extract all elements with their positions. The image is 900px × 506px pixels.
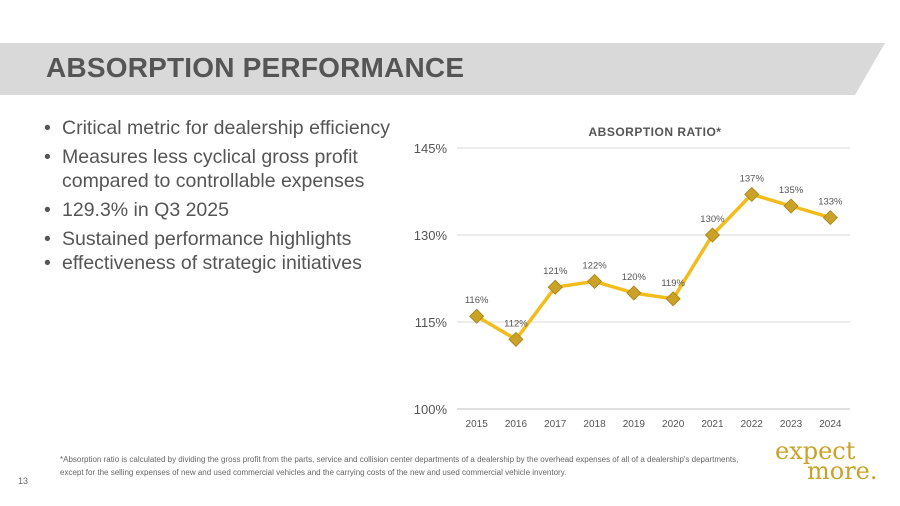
bullet-list: Critical metric for dealership efficienc… (44, 116, 394, 280)
x-tick-label: 2022 (741, 419, 764, 430)
data-point-marker (508, 331, 524, 347)
x-tick-label: 2020 (662, 419, 685, 430)
data-label: 116% (465, 295, 489, 306)
data-label: 137% (740, 173, 765, 184)
y-tick-label: 130% (414, 228, 448, 243)
brand-logo: expect more. (775, 439, 878, 485)
absorption-ratio-chart: 100% 115% 130% 145% 2015 2016 2017 2018 2019 2020… (414, 141, 850, 430)
bullet-item-continuation: effectiveness of strategic initiatives (44, 251, 394, 275)
y-tick-label: 100% (414, 402, 448, 417)
footnote: *Absorption ratio is calculated by divid… (60, 455, 739, 477)
data-point-marker (469, 308, 485, 324)
brand-line-2: more. (807, 457, 878, 485)
y-tick-label: 145% (414, 141, 448, 156)
title-band (0, 43, 885, 95)
bullet-item: Critical metric for dealership efficienc… (44, 116, 394, 140)
page-title: ABSORPTION PERFORMANCE (46, 52, 465, 83)
data-point-marker (783, 198, 799, 214)
x-tick-label: 2016 (505, 419, 528, 430)
data-label: 119% (661, 278, 685, 289)
data-point-marker (586, 273, 603, 289)
page-number: 13 (18, 476, 29, 486)
title-band-shape (0, 43, 885, 95)
bullet-item: Measures less cyclical gross profit comp… (44, 145, 394, 193)
brand-line-1: expect (775, 437, 856, 465)
x-tick-label: 2018 (583, 419, 606, 430)
data-point-marker (704, 227, 721, 243)
series-line (475, 192, 831, 342)
y-tick-label: 115% (415, 315, 448, 330)
x-tick-label: 2023 (780, 419, 803, 430)
x-tick-label: 2015 (466, 419, 489, 430)
data-point-marker (822, 210, 838, 226)
data-label: 112% (504, 318, 528, 329)
data-label: 135% (779, 185, 804, 196)
chart-title: ABSORPTION RATIO* (588, 125, 722, 139)
x-tick-label: 2017 (544, 419, 567, 430)
x-tick-label: 2019 (623, 419, 646, 430)
x-tick-label: 2024 (819, 419, 842, 430)
data-label: 120% (622, 272, 647, 283)
data-label: 130% (700, 214, 725, 225)
bullet-item: Sustained performance highlights (44, 227, 394, 251)
data-point-marker (665, 291, 681, 307)
data-point-marker (626, 285, 642, 301)
data-point-marker (547, 279, 563, 295)
data-label: 121% (543, 266, 568, 277)
data-label: 122% (582, 260, 607, 271)
data-point-marker (744, 186, 760, 202)
data-label: 133% (818, 197, 843, 208)
x-tick-label: 2021 (701, 419, 724, 430)
bullet-item: 129.3% in Q3 2025 (44, 198, 394, 222)
